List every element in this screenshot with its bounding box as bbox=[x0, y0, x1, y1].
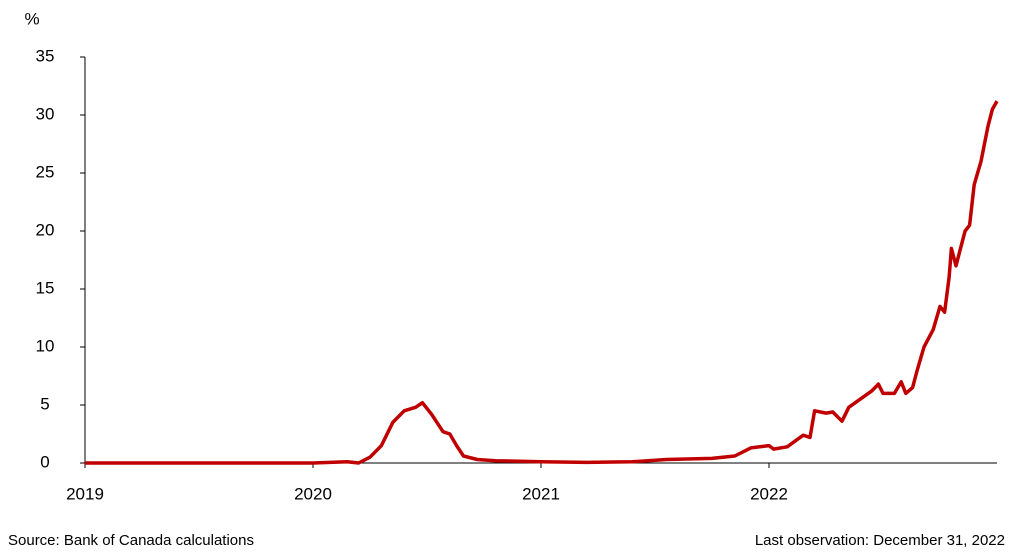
x-tick-label: 2021 bbox=[522, 484, 560, 503]
note: Last observation: December 31, 2022 bbox=[755, 532, 1005, 549]
y-unit: % bbox=[24, 9, 39, 28]
x-tick-label: 2022 bbox=[750, 484, 788, 503]
y-tick-label: 35 bbox=[36, 46, 55, 65]
y-tick-label: 0 bbox=[40, 452, 49, 471]
y-tick-label: 10 bbox=[36, 336, 55, 355]
x-tick-label: 2019 bbox=[66, 484, 104, 503]
y-tick-label: 15 bbox=[36, 278, 55, 297]
y-tick-label: 20 bbox=[36, 220, 55, 239]
y-tick-label: 25 bbox=[36, 162, 55, 181]
y-tick-label: 5 bbox=[40, 394, 49, 413]
x-tick-label: 2020 bbox=[294, 484, 332, 503]
source: Source: Bank of Canada calculations bbox=[8, 532, 254, 549]
y-tick-label: 30 bbox=[36, 104, 55, 123]
line-series bbox=[85, 100, 999, 465]
